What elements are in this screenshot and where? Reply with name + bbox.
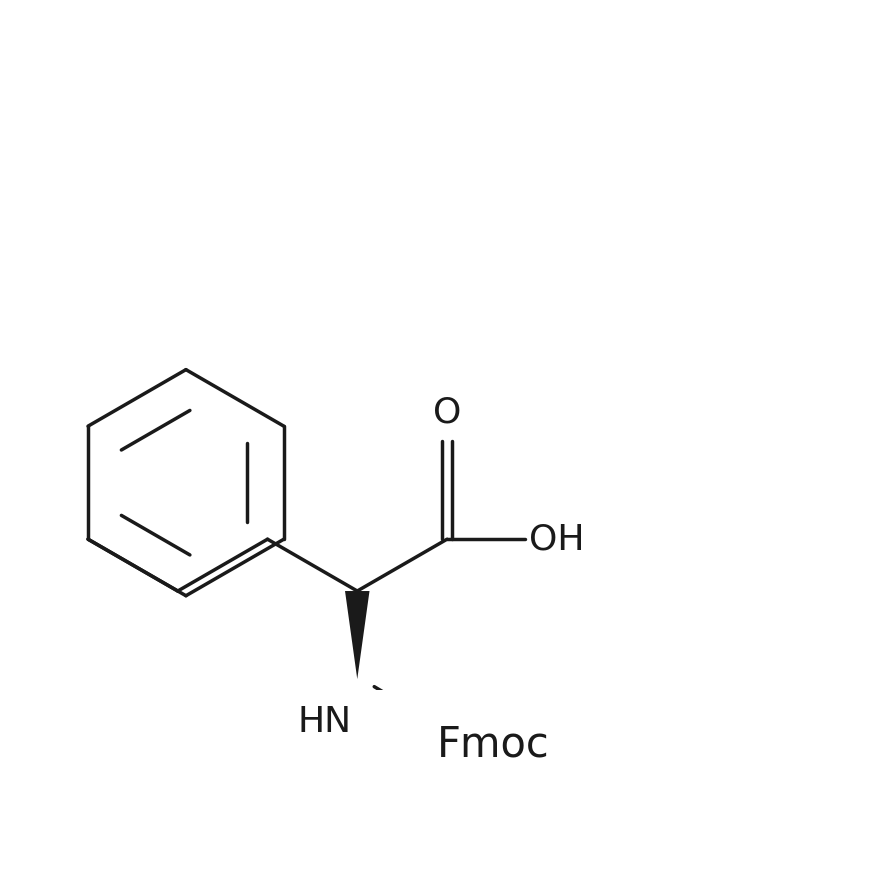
Polygon shape [345, 591, 369, 679]
Text: Fmoc: Fmoc [437, 724, 550, 765]
Text: O: O [433, 395, 461, 430]
Text: HN: HN [297, 706, 352, 740]
Text: OH: OH [530, 522, 585, 556]
